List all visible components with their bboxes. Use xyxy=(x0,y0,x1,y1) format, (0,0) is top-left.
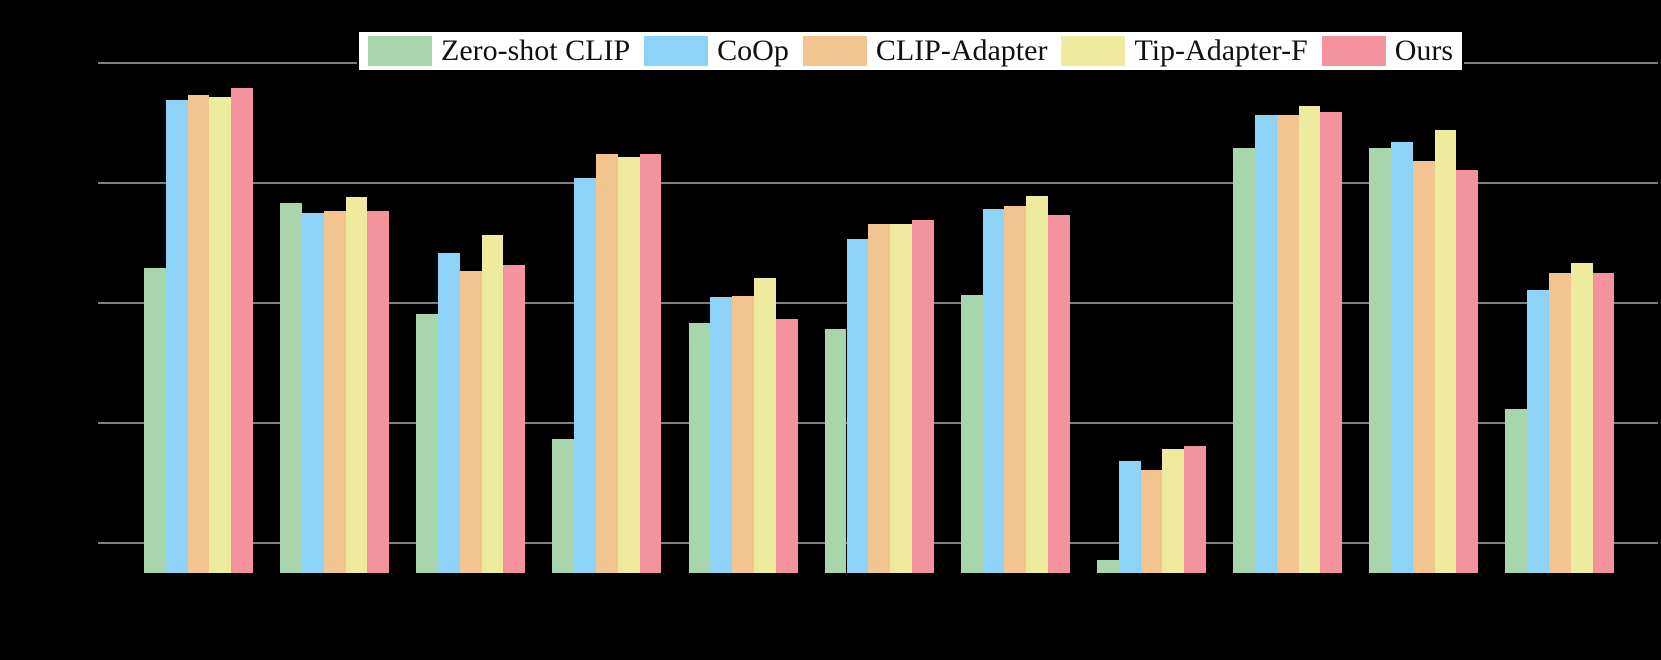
legend-item-zero-shot-clip: Zero-shot CLIP xyxy=(368,36,630,66)
legend-swatch-icon xyxy=(802,36,867,66)
bar-tip-adapter-f-group-2 xyxy=(345,197,368,573)
bar-coop-group-9 xyxy=(1254,114,1277,573)
bar-zero-shot-clip-group-3 xyxy=(416,313,439,573)
bar-clip-adapter-group-8 xyxy=(1140,469,1163,573)
bar-ours-group-5 xyxy=(775,318,798,573)
legend-label: Tip-Adapter-F xyxy=(1134,34,1308,67)
legend-item-clip-adapter: CLIP-Adapter xyxy=(802,34,1048,67)
legend: Zero-shot CLIP CoOp CLIP-Adapter Tip-Adapte… xyxy=(357,30,1465,72)
legend-item-tip-adapter-f: Tip-Adapter-F xyxy=(1061,34,1308,67)
bar-zero-shot-clip-group-4 xyxy=(552,438,575,573)
bar-zero-shot-clip-group-10 xyxy=(1369,148,1392,573)
legend-item-ours: Ours xyxy=(1321,34,1454,67)
bar-tip-adapter-f-group-4 xyxy=(617,156,640,573)
bar-clip-adapter-group-1 xyxy=(187,95,210,573)
legend-label: CoOp xyxy=(717,34,789,67)
bar-ours-group-9 xyxy=(1320,112,1343,573)
bar-zero-shot-clip-group-2 xyxy=(280,203,302,573)
legend-swatch-icon xyxy=(1321,36,1386,66)
bar-clip-adapter-group-11 xyxy=(1549,273,1571,573)
bar-ours-group-2 xyxy=(367,210,390,573)
bar-tip-adapter-f-group-7 xyxy=(1026,196,1049,573)
bar-tip-adapter-f-group-8 xyxy=(1162,449,1185,573)
bar-coop-group-2 xyxy=(301,213,324,573)
bar-zero-shot-clip-group-8 xyxy=(1096,559,1119,573)
bar-ours-group-8 xyxy=(1184,445,1206,573)
bar-tip-adapter-f-group-11 xyxy=(1570,263,1593,573)
gridline xyxy=(98,182,1658,184)
bar-ours-group-11 xyxy=(1592,273,1615,573)
bar-coop-group-6 xyxy=(846,239,869,573)
bar-coop-group-1 xyxy=(165,100,188,573)
legend-swatch-icon xyxy=(644,36,709,66)
bar-coop-group-10 xyxy=(1391,142,1413,573)
bar-coop-group-4 xyxy=(574,178,597,573)
bar-clip-adapter-group-3 xyxy=(459,270,482,573)
legend-label: Ours xyxy=(1394,34,1454,67)
bar-clip-adapter-group-10 xyxy=(1412,161,1435,573)
bar-zero-shot-clip-group-11 xyxy=(1505,408,1528,573)
bar-ours-group-6 xyxy=(911,220,934,573)
bar-tip-adapter-f-group-5 xyxy=(753,277,776,573)
bar-coop-group-3 xyxy=(438,252,460,573)
bar-zero-shot-clip-group-9 xyxy=(1233,148,1255,573)
bar-tip-adapter-f-group-1 xyxy=(209,96,232,573)
bar-ours-group-10 xyxy=(1456,169,1479,573)
bar-tip-adapter-f-group-3 xyxy=(481,234,504,573)
bar-ours-group-3 xyxy=(503,264,526,573)
bar-zero-shot-clip-group-7 xyxy=(960,294,983,573)
bar-clip-adapter-group-7 xyxy=(1004,205,1027,573)
legend-item-coop: CoOp xyxy=(644,36,789,66)
legend-swatch-icon xyxy=(1061,36,1126,66)
legend-label: CLIP-Adapter xyxy=(875,34,1048,67)
legend-swatch-icon xyxy=(368,36,432,66)
bar-clip-adapter-group-9 xyxy=(1276,114,1299,573)
bar-tip-adapter-f-group-6 xyxy=(890,223,912,573)
bar-coop-group-5 xyxy=(710,297,733,573)
bar-tip-adapter-f-group-9 xyxy=(1298,106,1321,573)
bar-coop-group-7 xyxy=(982,209,1005,573)
bar-coop-group-8 xyxy=(1118,461,1141,573)
bar-tip-adapter-f-group-10 xyxy=(1434,130,1457,573)
bar-clip-adapter-group-4 xyxy=(596,154,618,573)
bar-ours-group-1 xyxy=(231,88,253,573)
bar-ours-group-7 xyxy=(1048,215,1070,573)
bar-clip-adapter-group-5 xyxy=(732,295,754,573)
bar-clip-adapter-group-6 xyxy=(868,223,891,573)
bar-ours-group-4 xyxy=(639,154,662,573)
bar-zero-shot-clip-group-1 xyxy=(144,268,166,573)
bar-coop-group-11 xyxy=(1527,289,1549,573)
bar-clip-adapter-group-2 xyxy=(323,210,346,573)
legend-label: Zero-shot CLIP xyxy=(441,34,631,67)
bar-zero-shot-clip-group-5 xyxy=(688,323,711,573)
bar-zero-shot-clip-group-6 xyxy=(824,329,847,573)
